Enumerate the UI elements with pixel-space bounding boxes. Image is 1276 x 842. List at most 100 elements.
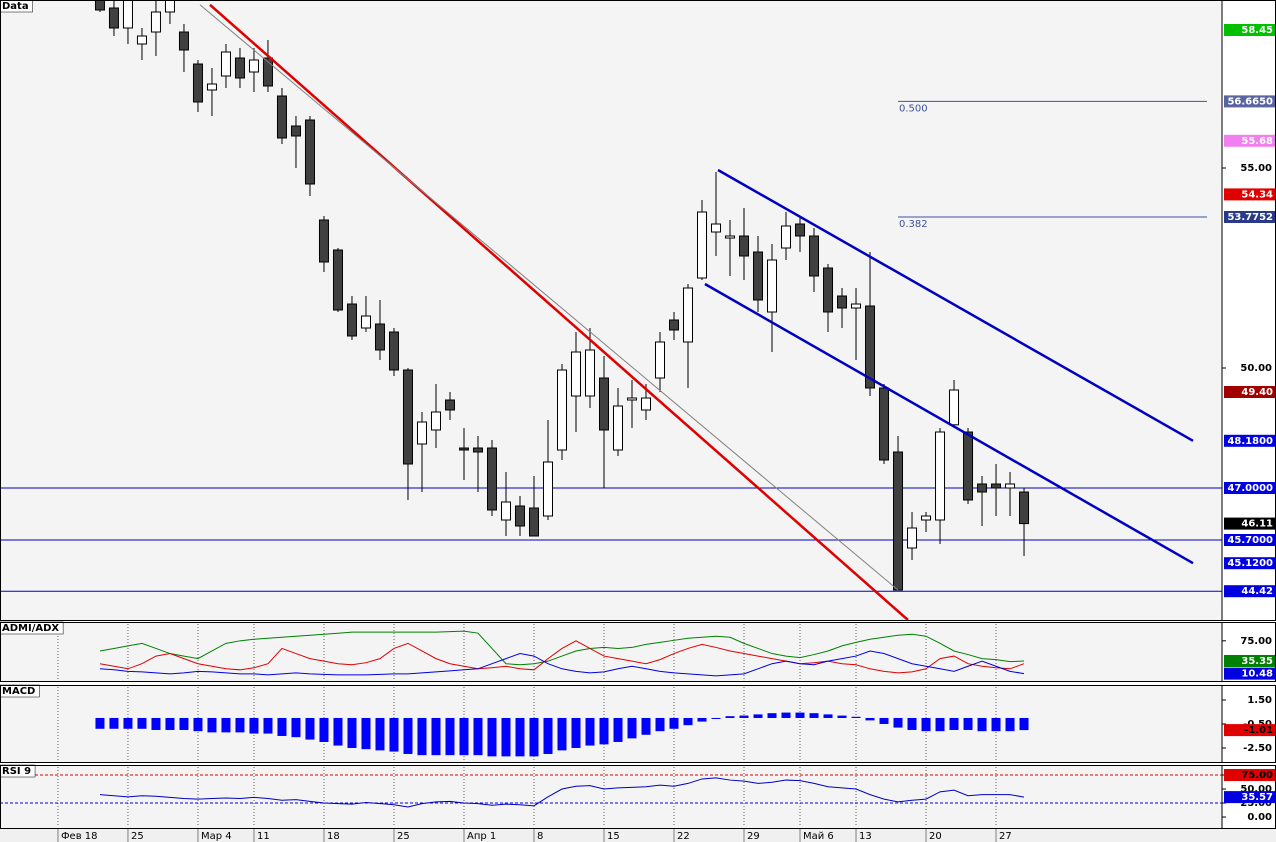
date-axis: [0, 828, 1276, 842]
candle-body: [697, 211, 708, 279]
series-line: [99, 777, 1025, 808]
histogram-bar: [795, 712, 805, 718]
histogram-bar: [375, 717, 385, 751]
price-label: 54.34: [1241, 189, 1273, 200]
candle-body: [234, 57, 245, 79]
candle-body: [935, 431, 946, 521]
panel-background: [0, 0, 1222, 620]
x-tick-label: 29: [747, 831, 760, 842]
x-tick-label: Апр 1: [467, 831, 496, 842]
candle-body: [879, 387, 890, 461]
candle-body: [641, 397, 652, 411]
candle-body: [164, 0, 175, 13]
price-label-box: [1224, 667, 1276, 680]
candle-body: [430, 411, 441, 431]
x-tick-label: 27: [999, 831, 1012, 842]
candle-body: [318, 219, 329, 263]
candle-body: [528, 507, 539, 537]
histogram-bar: [319, 717, 329, 742]
candle-body: [598, 377, 609, 431]
histogram-bar: [487, 717, 497, 757]
candle-body: [542, 461, 553, 517]
histogram-bar: [291, 717, 301, 738]
price-label-box: [1224, 95, 1276, 108]
candle-body: [809, 235, 820, 277]
candle-body: [711, 223, 722, 233]
histogram-bar: [95, 717, 105, 729]
histogram-bar: [123, 717, 133, 729]
histogram-bar: [627, 717, 637, 739]
candle-body: [122, 0, 133, 29]
histogram-bar: [655, 717, 665, 732]
histogram-bar: [137, 717, 147, 729]
candle-body: [332, 249, 343, 311]
candle-body: [1005, 483, 1016, 489]
candle-body: [767, 259, 778, 313]
histogram-bar: [305, 717, 315, 740]
x-tick-label: Мар 4: [201, 831, 232, 842]
x-tick-label: 20: [929, 831, 942, 842]
candle-body: [613, 405, 624, 451]
x-tick-label: 22: [677, 831, 690, 842]
candle-body: [1019, 491, 1030, 525]
candle-body: [949, 389, 960, 426]
histogram-bar: [599, 717, 609, 745]
candle-body: [907, 527, 918, 549]
price-label-box: [1224, 585, 1276, 598]
candle-body: [178, 31, 189, 51]
histogram-bar: [851, 716, 861, 718]
candle-body: [206, 83, 217, 91]
histogram-bar: [179, 717, 189, 730]
histogram-bar: [865, 717, 875, 721]
candle-body: [458, 447, 469, 451]
histogram-bar: [445, 717, 455, 756]
histogram-bar: [151, 717, 161, 730]
histogram-bar: [683, 717, 693, 726]
histogram-bar: [739, 715, 749, 718]
price-label-box: [1224, 534, 1276, 546]
fib-label: 0.382: [899, 219, 928, 230]
histogram-bar: [893, 717, 903, 728]
x-tick-label: Май 6: [803, 831, 834, 842]
price-label: 35.35: [1241, 656, 1273, 667]
candle-body: [220, 51, 231, 77]
y-tick-label: 50.00: [1240, 784, 1272, 795]
histogram-bar: [389, 717, 399, 752]
histogram-bar: [501, 717, 511, 757]
histogram-bar: [809, 713, 819, 718]
price-label: 45.7000: [1227, 535, 1273, 546]
histogram-bar: [991, 717, 1001, 732]
y-tick-label: 25.00: [1240, 798, 1272, 809]
x-tick-label: 25: [131, 831, 144, 842]
histogram-bar: [935, 717, 945, 732]
candle-body: [753, 251, 764, 301]
candle-body: [725, 235, 736, 239]
panel-background: [0, 765, 1222, 828]
price-label-box: [1224, 482, 1276, 494]
y-tick-label: 55.00: [1240, 163, 1272, 174]
candle-body: [570, 351, 581, 397]
x-tick-label: 8: [537, 831, 543, 842]
panel-background: [0, 622, 1222, 681]
price-label-box: [1224, 769, 1276, 782]
candle-body: [192, 63, 203, 103]
price-label: 58.45: [1241, 25, 1273, 36]
price-label: 46.11: [1241, 519, 1273, 530]
price-label: 75.00: [1241, 770, 1273, 781]
candle-body: [963, 431, 974, 501]
candle-body: [94, 0, 105, 11]
histogram-bar: [347, 717, 357, 748]
y-tick-label: 75.00: [1240, 636, 1272, 647]
histogram-bar: [1005, 717, 1015, 732]
price-label: 10.48: [1241, 669, 1273, 680]
histogram-bar: [879, 717, 889, 724]
trend-line: [209, 3, 909, 621]
histogram-bar: [641, 717, 651, 735]
candle-body: [627, 397, 638, 401]
histogram-bar: [207, 717, 217, 733]
histogram-bar: [613, 717, 623, 742]
histogram-bar: [165, 717, 175, 730]
price-label: 47.0000: [1227, 483, 1273, 494]
trend-line: [704, 282, 1194, 565]
